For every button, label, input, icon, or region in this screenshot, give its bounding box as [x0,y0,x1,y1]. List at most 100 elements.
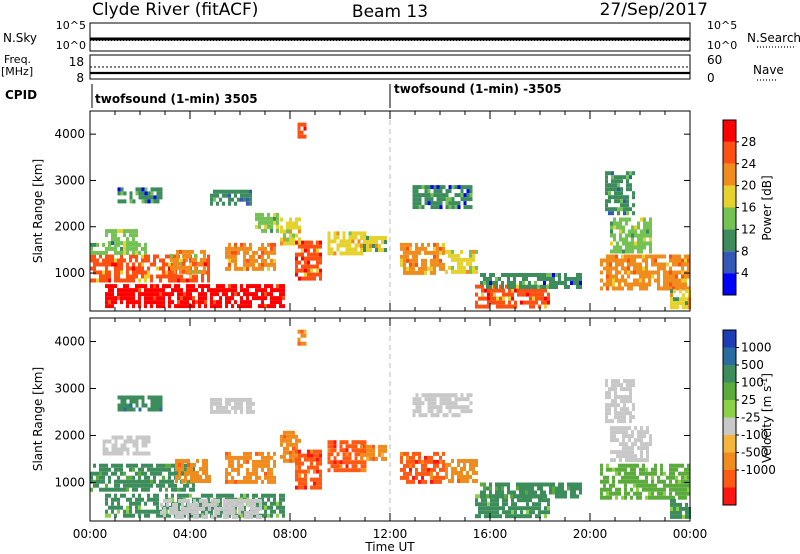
range-gate-cell [451,185,455,190]
range-gate-cell [603,495,606,500]
range-gate-cell [489,273,492,277]
range-gate-cell [646,442,649,447]
range-gate-cell [612,266,615,271]
range-gate-cell [180,493,183,498]
freq-label-1: Freq. [4,53,31,66]
range-gate-cell [520,498,523,503]
range-gate-cell [327,243,331,248]
range-gate-cell [538,506,541,511]
range-gate-cell [249,479,252,484]
range-gate-cell [436,413,440,418]
range-gate-cell [406,246,409,251]
range-gate-cell [629,391,632,396]
range-gate-cell [421,185,425,190]
range-gate-cell [451,475,454,479]
range-gate-cell [469,463,472,467]
range-gate-cell [141,292,144,297]
range-gate-cell [666,286,669,291]
range-gate-cell [522,273,525,277]
range-gate-cell [330,251,334,256]
range-gate-cell [618,278,621,283]
range-gate-cell [418,197,422,202]
range-gate-cell [505,514,508,519]
range-gate-cell [261,212,264,217]
range-gate-cell [180,288,183,293]
range-gate-cell [612,491,615,496]
range-gate-cell [669,286,672,291]
colorbar-tick-label: 500 [741,358,764,372]
range-gate-cell [654,463,657,468]
range-gate-cell [436,205,440,210]
range-gate-cell [93,242,96,247]
range-gate-cell [156,292,159,297]
range-gate-cell [489,281,492,285]
range-gate-cell [679,297,682,302]
range-gate-cell [310,252,313,257]
range-gate-cell [129,501,132,506]
range-gate-cell [153,399,157,404]
range-gate-cell [144,463,147,468]
range-gate-cell [159,296,162,301]
range-gate-cell [313,449,316,454]
range-gate-cell [628,233,631,238]
data-region [170,249,206,274]
range-gate-cell [384,240,387,244]
range-gate-cell [636,491,639,496]
range-gate-cell [252,262,255,267]
range-gate-cell [141,274,144,279]
range-gate-cell [495,494,498,499]
range-gate-cell [298,276,301,281]
range-gate-cell [120,229,123,234]
range-gate-cell [672,278,675,283]
range-gate-cell [219,300,222,305]
range-gate-cell [120,487,123,492]
range-gate-cell [273,262,276,267]
range-gate-cell [313,469,316,474]
range-gate-cell [684,479,687,484]
range-gate-cell [625,426,628,431]
range-gate-cell [612,254,615,259]
range-gate-cell [625,446,628,451]
range-gate-cell [297,341,301,346]
range-gate-cell [663,479,666,484]
range-gate-cell [199,467,202,471]
range-gate-cell [93,278,96,283]
range-gate-cell [622,237,625,242]
range-gate-cell [623,403,626,408]
range-gate-cell [229,506,232,511]
range-gate-cell [232,510,235,515]
range-gate-cell [304,276,307,281]
range-gate-cell [528,281,531,285]
range-gate-cell [273,266,276,271]
range-gate-cell [144,479,147,484]
range-gate-cell [669,266,672,271]
range-gate-cell [196,479,199,483]
range-gate-cell [681,286,684,291]
range-gate-cell [117,199,121,204]
range-gate-cell [576,482,579,487]
range-gate-cell [403,250,406,255]
range-gate-cell [673,301,676,306]
range-gate-cell [202,502,205,507]
range-gate-cell [162,463,165,468]
range-gate-cell [463,201,467,206]
range-gate-cell [442,185,446,190]
range-gate-cell [304,469,307,474]
range-gate-cell [636,475,639,480]
range-gate-cell [620,195,623,200]
range-gate-cell [228,246,231,251]
range-gate-cell [558,482,561,487]
colorbar-tick-label: -1000 [741,463,776,477]
range-gate-cell [222,292,225,297]
range-gate-cell [310,453,313,458]
range-gate-cell [651,254,654,259]
range-gate-cell [153,195,157,200]
range-gate-cell [651,270,654,275]
range-gate-cell [544,506,547,511]
range-gate-cell [613,249,616,254]
range-gate-cell [228,493,231,498]
range-gate-cell [330,460,334,465]
range-gate-cell [555,285,558,289]
range-gate-cell [138,288,141,293]
range-gate-cell [144,435,148,440]
